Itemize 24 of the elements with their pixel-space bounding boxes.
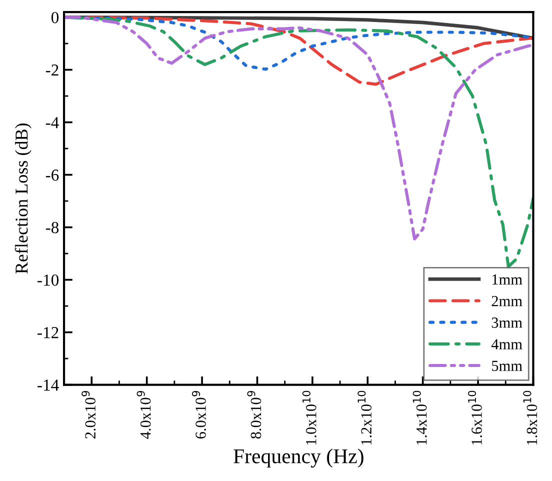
legend-label: 2mm	[492, 296, 522, 306]
y-tick-label: -14	[38, 380, 59, 391]
x-tick-label: 1.0x10$^{10}$	[302, 390, 316, 445]
y-tick-label: -8	[46, 222, 59, 234]
x-tick-label: 1.4x10$^{10}$	[412, 390, 427, 445]
x-tick-label: 1.2x10$^{10}$	[358, 390, 372, 445]
y-tick-label: -4	[46, 117, 59, 128]
x-tick-label: 1.6x10$^{10}$	[468, 390, 482, 445]
y-tick-label: 0	[51, 12, 59, 24]
x-tick-label: 1.8x10$^{10}$	[523, 390, 538, 445]
y-tick-label: -12	[38, 327, 58, 338]
y-tick-label: -6	[46, 170, 59, 181]
y-axis-title: Reflection Loss (dB)	[14, 123, 32, 274]
y-tick-label: -10	[38, 274, 59, 286]
legend-label: 4mm	[491, 339, 522, 350]
x-axis-title: Frequency (Hz)	[234, 448, 364, 468]
legend-label: 5mm	[492, 360, 522, 371]
legend-label: 3mm	[492, 318, 522, 328]
y-tick-label: -2	[46, 64, 58, 76]
x-tick-label: 8.0x10$^{9}$	[247, 390, 262, 439]
x-tick-label: 2.0x10$^{9}$	[82, 390, 96, 438]
x-tick-label: 6.0x10$^{9}$	[192, 390, 206, 439]
x-tick-label: 4.0x10$^{9}$	[136, 390, 151, 439]
legend-label: 1mm	[492, 274, 522, 285]
